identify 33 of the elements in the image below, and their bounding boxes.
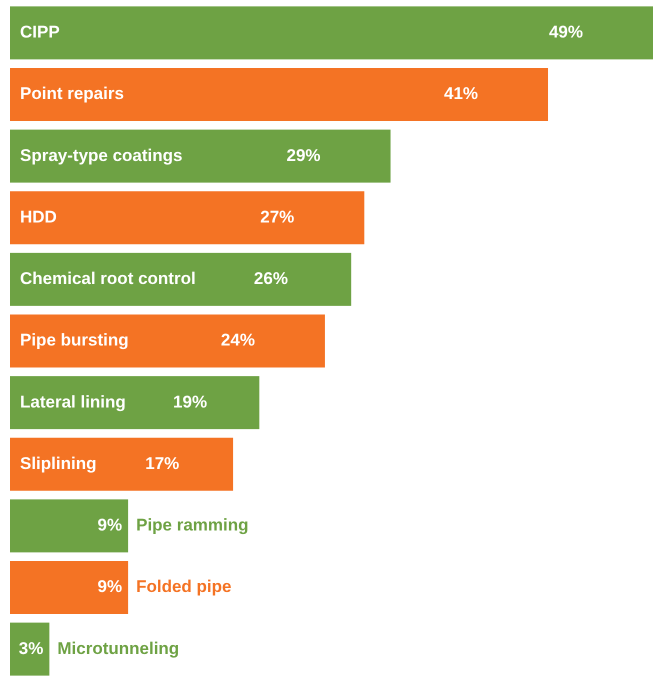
data-label: 29%: [286, 146, 321, 165]
data-label: 27%: [260, 207, 294, 226]
y-tick-label: Sliplining: [20, 454, 96, 473]
data-label: 17%: [145, 454, 180, 473]
bar: [10, 6, 653, 60]
y-tick-label: HDD: [20, 207, 57, 226]
data-label: 41%: [444, 84, 478, 104]
data-label: 24%: [220, 330, 255, 350]
y-tick-label: Spray-type coatings: [20, 146, 182, 165]
y-tick-label: Pipe bursting: [20, 330, 129, 350]
y-tick-label: Pipe ramming: [136, 516, 249, 535]
bar: [10, 314, 325, 368]
y-tick-label: Point repairs: [20, 84, 124, 104]
bar: [10, 252, 352, 306]
y-tick-label: Lateral lining: [20, 392, 126, 412]
y-tick-label: Folded pipe: [136, 577, 232, 596]
data-label: 49%: [548, 22, 583, 42]
bar: [10, 561, 128, 614]
y-tick-label: Microtunneling: [57, 638, 180, 658]
data-label: 9%: [98, 516, 122, 535]
bar: [10, 376, 260, 430]
bar: [10, 191, 364, 244]
data-label: 9%: [98, 577, 122, 596]
data-label: 19%: [173, 392, 208, 412]
bar: [10, 499, 128, 552]
bar: [10, 622, 50, 676]
data-label: 26%: [254, 269, 288, 288]
bar: [10, 68, 548, 121]
bar: [10, 130, 391, 183]
data-label: 3%: [18, 638, 44, 658]
y-tick-label: Chemical root control: [20, 269, 196, 288]
bar: [10, 438, 234, 491]
y-tick-label: CIPP: [20, 22, 60, 42]
